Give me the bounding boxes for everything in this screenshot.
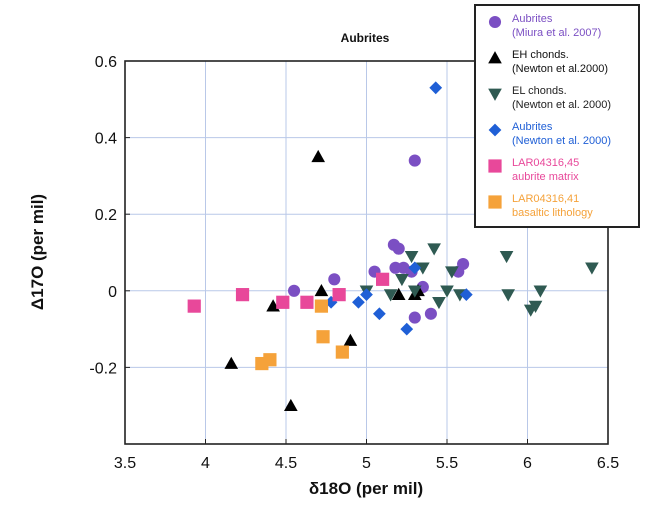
legend-label-source: basaltic lithology [512, 207, 593, 219]
data-point [392, 242, 405, 255]
y-tick-label: -0.2 [89, 360, 117, 377]
legend-label: EL chonds. (Newton et al. 2000) [512, 84, 636, 112]
legend-marker [488, 15, 502, 29]
legend-label-source: aubrite matrix [512, 171, 579, 183]
chart-title: Aubrites [341, 31, 390, 45]
x-tick-label: 4.5 [275, 455, 297, 472]
x-tick-label: 6 [523, 455, 532, 472]
y-axis-label: Δ17O (per mil) [28, 194, 47, 310]
data-point [400, 322, 414, 336]
legend-marker-icon [488, 195, 502, 209]
data-point [187, 299, 201, 313]
legend-label: LAR04316,45 aubrite matrix [512, 156, 636, 184]
legend-label-name: Aubrites [512, 13, 553, 25]
data-point [445, 266, 459, 279]
data-point [314, 283, 329, 297]
legend-marker-icon [488, 123, 502, 137]
legend-label: Aubrites (Newton et al. 2000) [512, 120, 636, 148]
x-tick-label: 3.5 [114, 455, 136, 472]
data-point [343, 333, 358, 346]
data-point [429, 81, 443, 95]
data-point [408, 261, 422, 275]
data-point [284, 398, 298, 412]
data-point [360, 288, 373, 302]
data-point [352, 295, 365, 309]
series-4-points [187, 272, 390, 313]
data-point [501, 289, 515, 302]
data-point [416, 262, 430, 275]
legend-label-name: EL chonds. [512, 85, 567, 97]
x-tick-labels: 3.5 4 4.5 5 5.5 6 6.5 [114, 455, 619, 472]
legend-label: EH chonds. (Newton et al.2000) [512, 48, 636, 76]
x-tick-label: 4 [201, 455, 210, 472]
y-tick-label: 0.2 [95, 207, 117, 224]
legend-marker [488, 51, 502, 64]
data-point [424, 307, 437, 320]
y-tick-label: 0.4 [95, 131, 117, 148]
data-point [332, 288, 346, 302]
legend-marker [488, 88, 502, 101]
data-point [235, 288, 250, 302]
x-tick-label: 5 [362, 455, 371, 472]
legend-label-name: EH chonds. [512, 49, 569, 61]
data-point [328, 273, 341, 286]
x-axis-label: δ18O (per mil) [309, 479, 423, 498]
data-point [528, 300, 543, 313]
legend-marker [488, 123, 502, 137]
legend-label-source: (Newton et al. 2000) [512, 99, 612, 111]
data-point [224, 356, 239, 369]
legend-label-name: LAR04316,41 [512, 193, 580, 205]
legend-label-source: (Miura et al. 2007) [512, 27, 602, 39]
legend-marker-icon [488, 88, 502, 101]
data-point [391, 287, 406, 300]
legend-label-name: Aubrites [512, 121, 553, 133]
plot-area [124, 60, 609, 445]
data-point [408, 154, 421, 167]
series-2-points [359, 243, 599, 317]
data-point [300, 295, 314, 309]
legend-label-source: (Newton et al.2000) [512, 63, 608, 75]
data-point [440, 285, 454, 298]
data-point [432, 296, 446, 310]
legend-marker-icon [488, 159, 502, 173]
data-point [459, 288, 473, 302]
data-point [314, 299, 329, 313]
data-point [533, 285, 548, 298]
y-tick-label: 0.6 [95, 54, 117, 71]
data-point [311, 149, 326, 163]
series-5-points [255, 299, 349, 371]
data-point [499, 251, 514, 264]
series-1-points [224, 149, 425, 412]
data-point [404, 251, 419, 264]
data-point [408, 311, 421, 324]
legend-marker [488, 159, 502, 173]
legend-label: LAR04316,41 basaltic lithology [512, 192, 636, 220]
data-point [376, 272, 390, 286]
legend-marker-icon [488, 15, 502, 29]
data-point [457, 257, 470, 271]
data-point [288, 284, 301, 297]
data-point [407, 285, 422, 298]
data-point [585, 262, 599, 275]
data-point [373, 307, 386, 321]
data-point [263, 353, 277, 367]
legend-marker [488, 195, 502, 209]
legend-marker-icon [488, 51, 502, 64]
data-point [383, 289, 398, 302]
y-tick-labels: 0.6 0.4 0.2 0 -0.2 [89, 54, 117, 377]
y-tick-label: 0 [108, 284, 117, 301]
data-point [316, 330, 330, 344]
data-points [187, 81, 599, 412]
legend-label-source: (Newton et al. 2000) [512, 135, 612, 147]
legend: Aubrites (Miura et al. 2007) EH chonds. (Ne… [474, 4, 640, 228]
data-point [276, 295, 290, 309]
data-point [427, 243, 441, 256]
data-point [335, 345, 349, 359]
x-tick-label: 5.5 [436, 455, 458, 472]
legend-label-name: LAR04316,45 [512, 157, 580, 169]
x-tick-label: 6.5 [597, 455, 619, 472]
legend-label: Aubrites (Miura et al. 2007) [512, 12, 636, 40]
data-point [395, 273, 409, 287]
